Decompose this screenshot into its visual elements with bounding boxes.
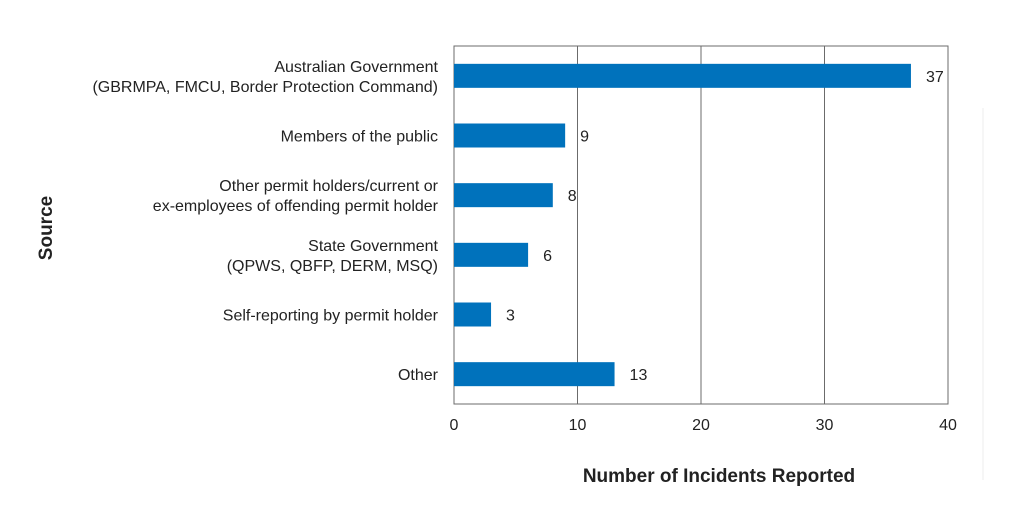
category-label-line: State Government [308,238,438,255]
bars [454,63,911,387]
value-labels: 37 9 8 6 3 13 [506,69,944,384]
grid-lines [577,46,825,404]
x-tick-labels: 0 10 20 30 40 [450,417,957,434]
x-tick-label: 10 [569,417,587,434]
category-label: Members of the public [281,129,438,146]
category-label: Other permit holders/current or ex-employ… [153,178,439,215]
category-label-line: (GBRMPA, FMCU, Border Protection Command… [92,79,438,96]
x-tick-label: 0 [450,417,459,434]
x-axis-title: Number of Incidents Reported [583,466,855,487]
bar [454,302,492,327]
bar [454,183,553,208]
plot-area-frame [453,45,949,405]
x-tick-label: 20 [692,417,710,434]
category-label-line: Members of the public [281,129,438,146]
bar [454,123,566,148]
bar [454,242,529,267]
category-label: Australian Government (GBRMPA, FMCU, Bord… [92,59,438,96]
y-axis-title: Source [36,196,57,260]
x-tick-label: 30 [816,417,834,434]
bar-value-label: 37 [926,69,944,86]
bar-value-label: 3 [506,308,515,325]
bar-value-label: 8 [568,188,577,205]
category-label: Other [398,367,439,384]
bar-value-label: 9 [580,129,589,146]
category-label-line: Other [398,367,439,384]
category-labels: Australian Government (GBRMPA, FMCU, Bord… [92,59,438,384]
category-label: Self-reporting by permit holder [223,308,439,325]
x-tick-label: 40 [939,417,957,434]
bar-value-label: 13 [630,367,648,384]
category-label-line: Australian Government [274,59,438,76]
category-label-line: ex-employees of offending permit holder [153,198,439,215]
bar [454,63,911,88]
category-label: State Government (QPWS, QBFP, DERM, MSQ) [227,238,439,275]
bar-value-label: 6 [543,248,552,265]
bar [454,362,615,387]
category-label-line: Self-reporting by permit holder [223,308,439,325]
category-label-line: (QPWS, QBFP, DERM, MSQ) [227,258,438,275]
category-label-line: Other permit holders/current or [219,178,438,195]
